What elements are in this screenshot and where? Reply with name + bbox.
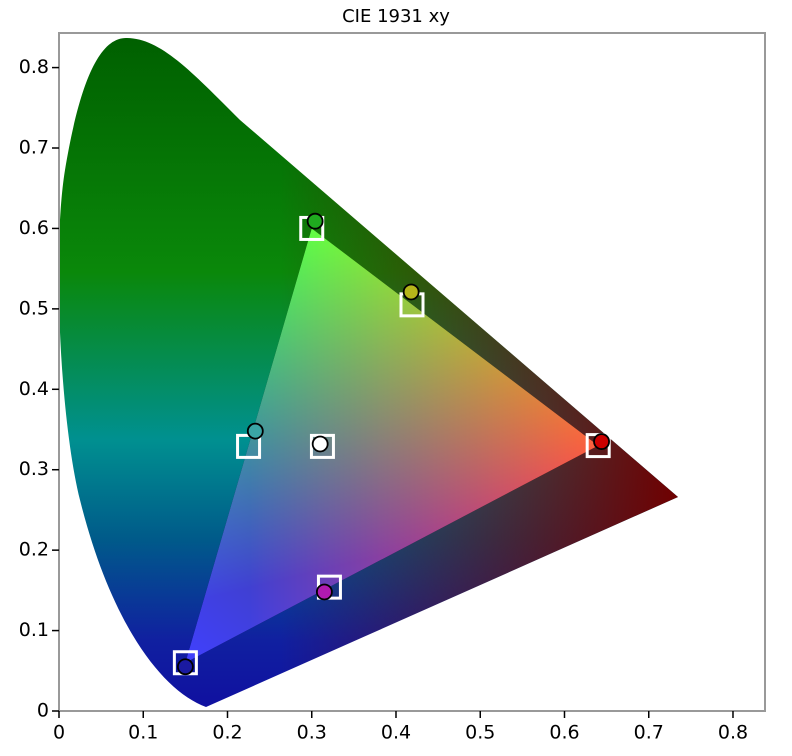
points: [172, 212, 611, 676]
y-tick-label: 0.1: [19, 619, 49, 641]
gamut-color: [185, 228, 599, 663]
measured-point: [246, 422, 264, 440]
target-square: [309, 433, 335, 459]
y-tick-label: 0.6: [19, 217, 49, 239]
axes: 0 0.1 0.2 0.3 0.4 0.5 0.6 0.7 0.8 0 0.1 0.2 0.3 0.4 0.…: [19, 56, 748, 743]
y-tick-label: 0.5: [19, 297, 49, 319]
x-tick-label: 0.3: [297, 722, 327, 744]
measured-point: [593, 433, 610, 450]
y-tick-label: 0.8: [19, 56, 49, 78]
y-tick-label: 0: [37, 700, 49, 722]
x-tick-label: 0.7: [634, 722, 664, 744]
x-tick-label: 0.1: [128, 722, 158, 744]
y-tick-label: 0.7: [19, 137, 49, 159]
y-tick-label: 0.4: [19, 378, 49, 400]
x-tick-label: 0.8: [718, 722, 748, 744]
measured-point: [311, 435, 329, 453]
x-tick-label: 0: [53, 722, 65, 744]
chart-title: CIE 1931 xy: [342, 6, 450, 27]
measured-point: [315, 583, 333, 601]
y-tick-label: 0.3: [19, 458, 49, 480]
plot-frame: [58, 32, 766, 712]
measured-point: [176, 658, 194, 676]
x-tick-label: 0.2: [212, 722, 242, 744]
x-tick-label: 0.6: [549, 722, 579, 744]
gamut-white: [185, 228, 599, 663]
measured-point: [306, 212, 324, 230]
gamut-triangle: [185, 228, 599, 663]
measured-point: [402, 283, 420, 301]
x-tick-label: 0.4: [381, 722, 411, 744]
x-tick-label: 0.5: [465, 722, 495, 744]
y-tick-label: 0.2: [19, 539, 49, 561]
